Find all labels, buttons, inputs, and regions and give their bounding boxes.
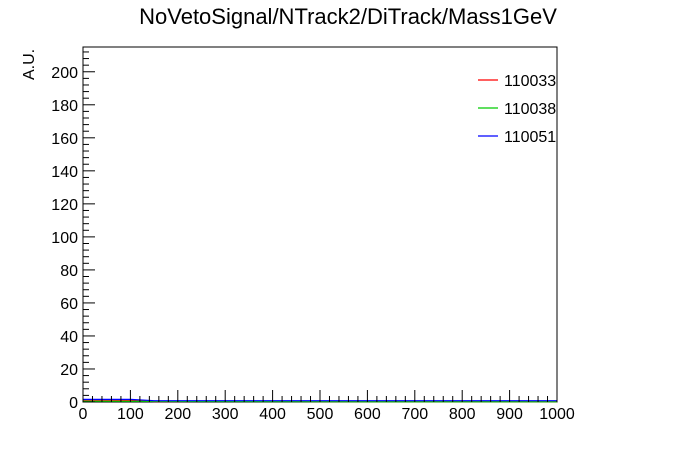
y-axis: 0 20 40 60 80 100 120 140 160 180 200 (51, 51, 95, 412)
legend-label: 110051 (504, 129, 556, 146)
y-tick-label: 140 (51, 164, 78, 181)
y-tick-label: 20 (60, 362, 78, 379)
plot-frame (82, 46, 558, 403)
chart-title: NoVetoSignal/NTrack2/DiTrack/Mass1GeV (139, 4, 557, 29)
y-tick-label: 0 (69, 395, 78, 412)
y-tick-label: 120 (51, 197, 78, 214)
x-tick-label: 700 (401, 406, 428, 423)
x-tick-label: 100 (117, 406, 144, 423)
x-tick-label: 500 (307, 406, 334, 423)
y-tick-label: 80 (60, 263, 78, 280)
x-tick-label: 900 (496, 406, 523, 423)
y-tick-label: 100 (51, 230, 78, 247)
y-tick-label: 200 (51, 65, 78, 82)
x-tick-label: 1000 (539, 406, 575, 423)
series-line-110051 (83, 398, 557, 402)
y-axis-label: A.U. (21, 49, 38, 80)
x-tick-label: 200 (164, 406, 191, 423)
x-tick-label: 800 (449, 406, 476, 423)
y-tick-label: 160 (51, 131, 78, 148)
x-tick-label: 300 (212, 406, 239, 423)
legend: 110033 110038 110051 (478, 73, 556, 146)
y-tick-label: 180 (51, 98, 78, 115)
legend-label: 110038 (504, 101, 556, 118)
y-tick-label: 60 (60, 296, 78, 313)
x-axis: 0 100 200 300 400 500 600 700 800 900 1000 (79, 390, 575, 423)
legend-label: 110033 (504, 73, 556, 90)
x-tick-label: 400 (259, 406, 286, 423)
x-tick-label: 0 (79, 406, 88, 423)
y-tick-label: 40 (60, 329, 78, 346)
x-tick-label: 600 (354, 406, 381, 423)
